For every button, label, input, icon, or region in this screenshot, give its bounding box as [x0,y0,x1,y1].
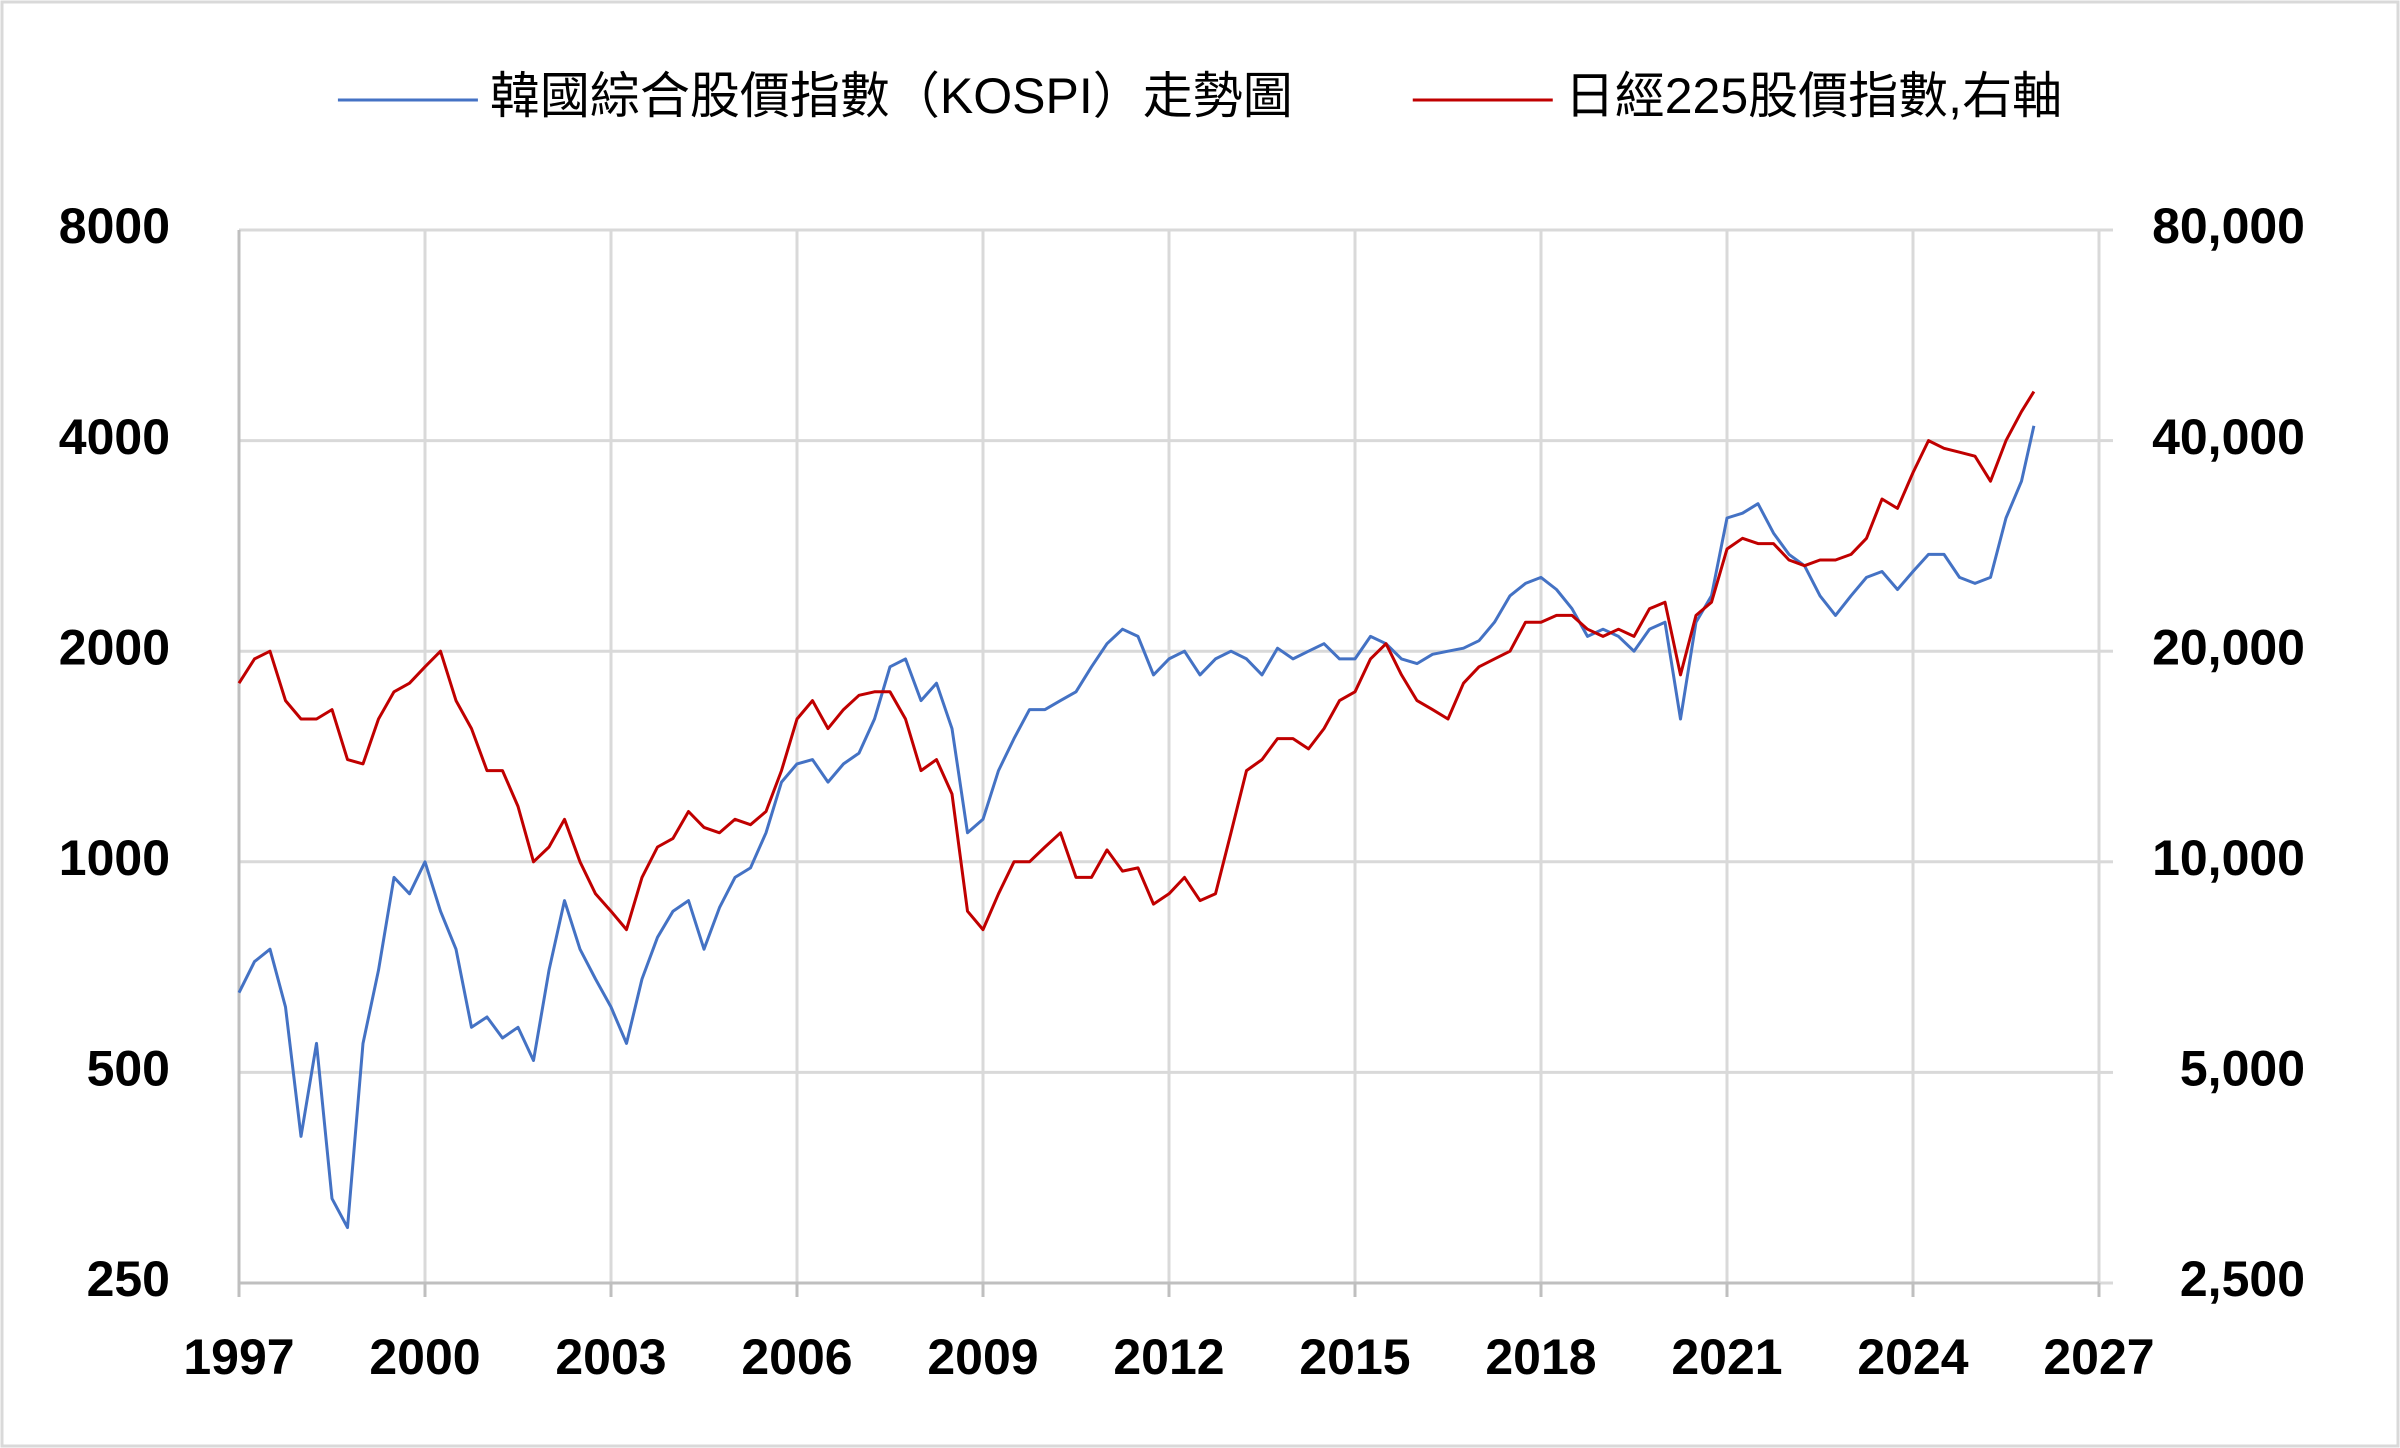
y2-tick-label: 80,000 [2152,198,2305,254]
y2-tick-label: 40,000 [2152,409,2305,465]
x-tick-label: 1997 [183,1329,294,1385]
x-tick-label: 2015 [1299,1329,1410,1385]
y-tick-label: 8000 [59,198,170,254]
y-tick-label: 4000 [59,409,170,465]
x-tick-label: 2006 [741,1329,852,1385]
x-tick-label: 2009 [927,1329,1038,1385]
legend-label: 日經225股價指數,右軸 [1565,68,2062,124]
series-line [237,425,2036,1230]
x-tick-label: 2003 [555,1329,666,1385]
x-tick-label: 2012 [1113,1329,1224,1385]
y-tick-label: 1000 [59,830,170,886]
x-tick-label: 2021 [1671,1329,1782,1385]
series-line [237,390,2036,932]
x-tick-label: 2018 [1485,1329,1596,1385]
y2-tick-label: 5,000 [2180,1041,2305,1097]
y2-tick-label: 2,500 [2180,1251,2305,1307]
y-tick-label: 250 [87,1251,170,1307]
y2-tick-label: 10,000 [2152,830,2305,886]
legend-label: 韓國綜合股價指數（KOSPI）走勢圖 [490,68,1293,124]
y2-tick-label: 20,000 [2152,619,2305,675]
x-tick-label: 2000 [369,1329,480,1385]
y-tick-label: 2000 [59,619,170,675]
x-tick-label: 2027 [2043,1329,2154,1385]
x-tick-label: 2024 [1857,1329,1968,1385]
y-tick-label: 500 [87,1041,170,1097]
